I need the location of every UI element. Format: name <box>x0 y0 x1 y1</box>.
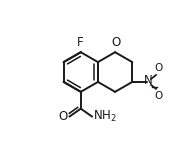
Text: N: N <box>144 74 153 87</box>
Text: O: O <box>154 63 162 73</box>
Text: O: O <box>58 110 68 123</box>
Text: O: O <box>111 36 121 49</box>
Text: F: F <box>76 36 83 49</box>
Text: O: O <box>154 91 162 101</box>
Text: NH$_2$: NH$_2$ <box>93 109 117 124</box>
